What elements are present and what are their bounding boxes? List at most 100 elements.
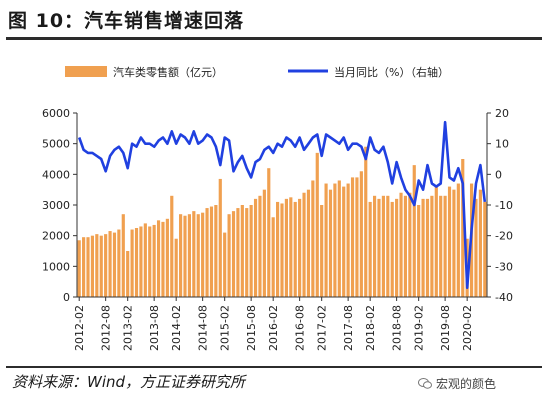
bar-2015-06 xyxy=(240,205,244,297)
bar-2012-02 xyxy=(77,240,81,297)
bar-2013-09 xyxy=(156,220,161,297)
x-tick-label: 2019-02 xyxy=(413,305,426,351)
x-tick-label: 2013-02 xyxy=(122,305,135,351)
x-tick-label: 2015-08 xyxy=(245,305,258,351)
right-tick-label: -30 xyxy=(495,260,513,273)
bar-2012-03 xyxy=(82,237,86,297)
bar-2016-12 xyxy=(315,152,319,297)
bar-2018-10 xyxy=(403,195,408,297)
bar-2019-05 xyxy=(430,195,434,297)
bar-2014-07 xyxy=(196,214,200,297)
bar-2012-06 xyxy=(95,234,99,297)
bar-2014-11 xyxy=(214,205,218,297)
right-tick-label: 0 xyxy=(495,168,502,181)
x-tick-label: 2016-02 xyxy=(267,305,280,351)
x-tick-label: 2016-08 xyxy=(294,305,307,351)
bar-2019-12 xyxy=(461,159,465,297)
bar-2015-02 xyxy=(223,232,227,297)
bar-2013-04 xyxy=(134,228,139,297)
bar-2018-12 xyxy=(412,165,416,297)
x-tick-label: 2012-02 xyxy=(73,305,86,351)
right-tick-label: -40 xyxy=(495,291,513,304)
bar-2018-08 xyxy=(395,198,399,297)
x-tick-label: 2014-08 xyxy=(197,305,210,351)
bar-2013-07 xyxy=(148,226,152,297)
bar-2015-03 xyxy=(227,214,231,297)
left-tick-label: 2000 xyxy=(42,230,70,243)
bar-2016-09 xyxy=(302,192,306,297)
x-tick-label: 2019-08 xyxy=(439,305,452,351)
bar-2016-06 xyxy=(289,197,293,297)
bar-2013-05 xyxy=(139,226,143,297)
bar-2013-12 xyxy=(170,195,174,297)
bar-2014-04 xyxy=(183,215,187,297)
bar-2018-04 xyxy=(377,198,381,297)
bar-2017-02 xyxy=(320,205,324,297)
bar-2012-12 xyxy=(121,214,125,297)
left-tick-label: 6000 xyxy=(42,107,70,120)
bar-2019-10 xyxy=(452,189,456,297)
sales-chart: 汽车类零售额（亿元） 当月同比（%）（右轴） 0 1000 2000 3000 4000… xyxy=(42,65,513,351)
bar-2018-06 xyxy=(386,195,390,297)
bar-2012-05 xyxy=(90,235,95,297)
bar-2015-07 xyxy=(245,208,249,297)
right-tick-label: -10 xyxy=(495,199,513,212)
watermark: 宏观的颜色 xyxy=(418,375,496,392)
bar-2019-07 xyxy=(439,195,443,297)
bar-2014-03 xyxy=(179,214,183,297)
x-tick-label: 2020-02 xyxy=(461,305,474,351)
x-tick-label: 2017-02 xyxy=(316,305,329,351)
bar-2017-07 xyxy=(342,186,346,297)
bar-2018-09 xyxy=(399,192,403,297)
bar-2019-06 xyxy=(434,186,438,297)
right-tick-label: 10 xyxy=(495,138,509,151)
right-tick-label: -20 xyxy=(495,230,513,243)
bar-2013-11 xyxy=(165,218,169,297)
bar-2017-09 xyxy=(350,177,355,297)
bar-2012-07 xyxy=(99,235,103,297)
x-tick-label: 2017-08 xyxy=(342,305,355,351)
bar-2019-09 xyxy=(447,186,452,297)
bar-2012-04 xyxy=(86,237,90,297)
legend-bar-label: 汽车类零售额（亿元） xyxy=(113,65,223,79)
bar-2015-12 xyxy=(267,168,271,297)
bar-2017-06 xyxy=(337,180,341,297)
bar-2015-10 xyxy=(258,195,262,297)
bar-2018-05 xyxy=(381,195,385,297)
bar-2016-07 xyxy=(293,201,297,297)
x-tick-label: 2018-08 xyxy=(391,305,404,351)
right-tick-label: 20 xyxy=(495,107,509,120)
bar-2017-10 xyxy=(355,177,359,297)
figure-title: 图 10：汽车销售增速回落 xyxy=(8,10,245,32)
bar-2015-09 xyxy=(253,198,258,297)
bar-2013-08 xyxy=(152,224,156,297)
bar-2018-03 xyxy=(372,195,377,297)
bar-2016-08 xyxy=(298,198,302,297)
bar-2019-11 xyxy=(456,183,460,297)
bar-2013-03 xyxy=(130,229,134,297)
bar-2017-04 xyxy=(328,189,333,297)
bar-2017-12 xyxy=(364,146,368,297)
x-tick-label: 2012-08 xyxy=(100,305,113,351)
left-tick-label: 4000 xyxy=(42,168,70,181)
bar-2013-06 xyxy=(143,223,147,297)
left-tick-label: 0 xyxy=(63,291,70,304)
watermark-text: 宏观的颜色 xyxy=(436,377,497,391)
bar-2015-04 xyxy=(231,211,236,297)
bar-2017-11 xyxy=(359,171,363,297)
bar-2017-08 xyxy=(346,183,350,297)
bar-2012-11 xyxy=(117,229,121,297)
bar-2016-11 xyxy=(311,180,315,297)
bar-2019-08 xyxy=(443,195,447,297)
bar-2017-03 xyxy=(324,183,328,297)
bar-2014-09 xyxy=(205,208,209,297)
bar-2016-05 xyxy=(284,198,288,297)
bar-2018-02 xyxy=(368,201,372,297)
legend: 汽车类零售额（亿元） 当月同比（%）（右轴） xyxy=(65,65,449,79)
bar-2012-09 xyxy=(108,231,112,297)
title-underline xyxy=(6,37,542,40)
bar-2012-10 xyxy=(112,232,117,297)
left-tick-label: 3000 xyxy=(42,199,70,212)
x-tick-label: 2015-02 xyxy=(219,305,232,351)
bar-2014-12 xyxy=(218,178,222,297)
